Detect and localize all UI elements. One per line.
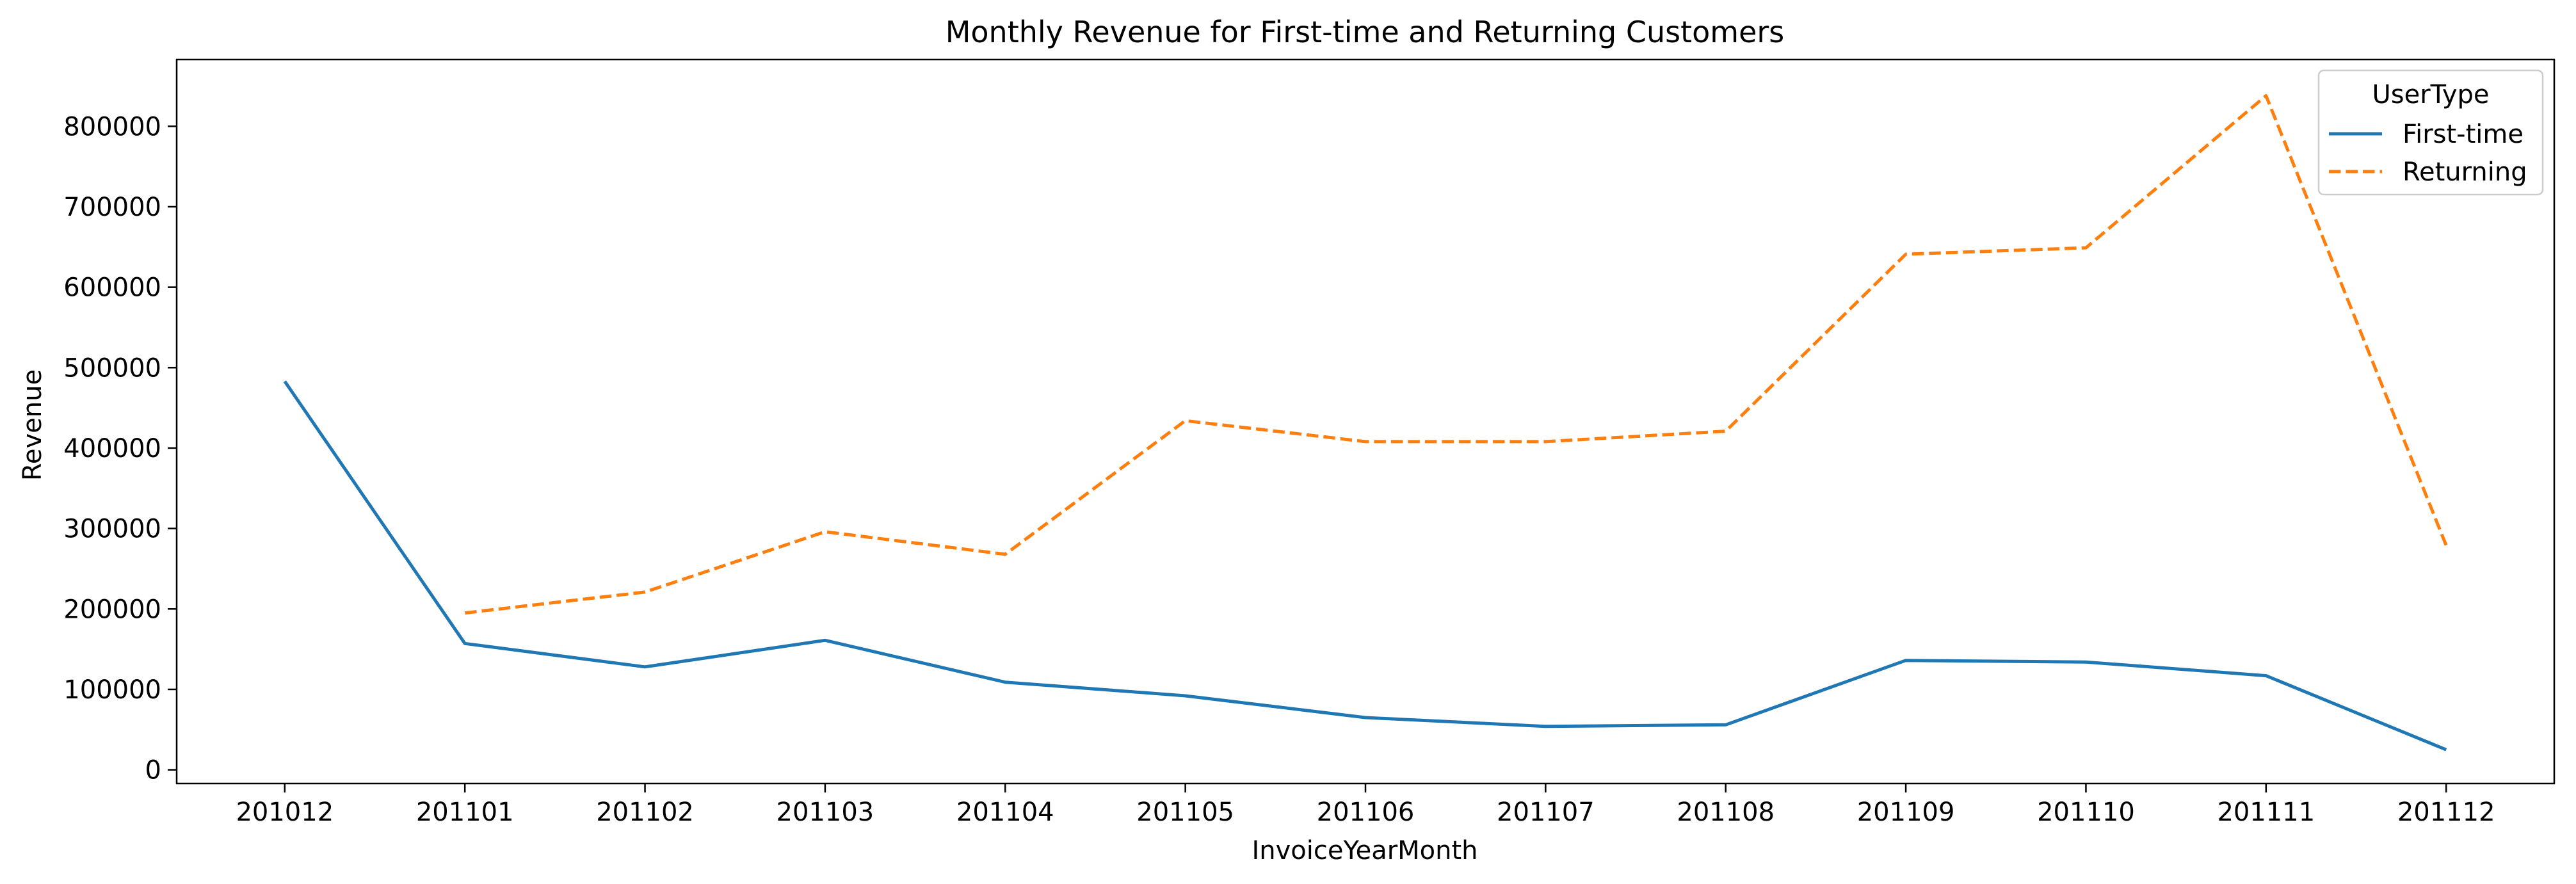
legend: UserType First-time Returning	[2317, 69, 2544, 196]
x-tick-label: 201101	[416, 798, 514, 827]
series-line-returning	[464, 94, 2448, 615]
x-tick-label: 201110	[2037, 798, 2135, 827]
y-tick-label: 100000	[63, 675, 161, 705]
y-tick-label: 800000	[63, 112, 161, 141]
y-tick-label: 300000	[63, 515, 161, 544]
x-tick-label: 201109	[1857, 798, 1955, 827]
x-tick-label: 201107	[1497, 798, 1595, 827]
x-tick-label: 201103	[777, 798, 874, 827]
y-tick-label: 200000	[63, 595, 161, 624]
x-tick-label: 201104	[956, 798, 1054, 827]
y-tick-label: 0	[145, 756, 161, 785]
y-axis-label: Revenue	[18, 369, 47, 481]
legend-title: UserType	[2372, 80, 2489, 109]
plot-frame	[175, 58, 2556, 785]
y-tick-label: 400000	[63, 434, 161, 463]
legend-label-first-time: First-time	[2403, 120, 2524, 149]
x-tick-label: 201106	[1317, 798, 1415, 827]
y-tick-label: 500000	[63, 353, 161, 383]
y-tick-label: 700000	[63, 193, 161, 222]
series-line-first-time	[283, 380, 2447, 751]
x-tick-label: 201108	[1677, 798, 1775, 827]
x-tick-label: 201111	[2217, 798, 2315, 827]
x-tick-label: 201105	[1136, 798, 1234, 827]
chart-title: Monthly Revenue for First-time and Retur…	[946, 15, 1785, 49]
legend-frame	[2317, 69, 2544, 196]
x-tick-label: 201112	[2397, 798, 2495, 827]
x-axis-label: InvoiceYearMonth	[1252, 836, 1477, 865]
legend-label-returning: Returning	[2403, 157, 2527, 187]
plot-area: 201012 201101 201102 201103 201104 201105 2011…	[63, 58, 2556, 827]
x-tick-label: 201102	[596, 798, 694, 827]
y-tick-label: 600000	[63, 273, 161, 303]
x-tick-label: 201012	[236, 798, 334, 827]
